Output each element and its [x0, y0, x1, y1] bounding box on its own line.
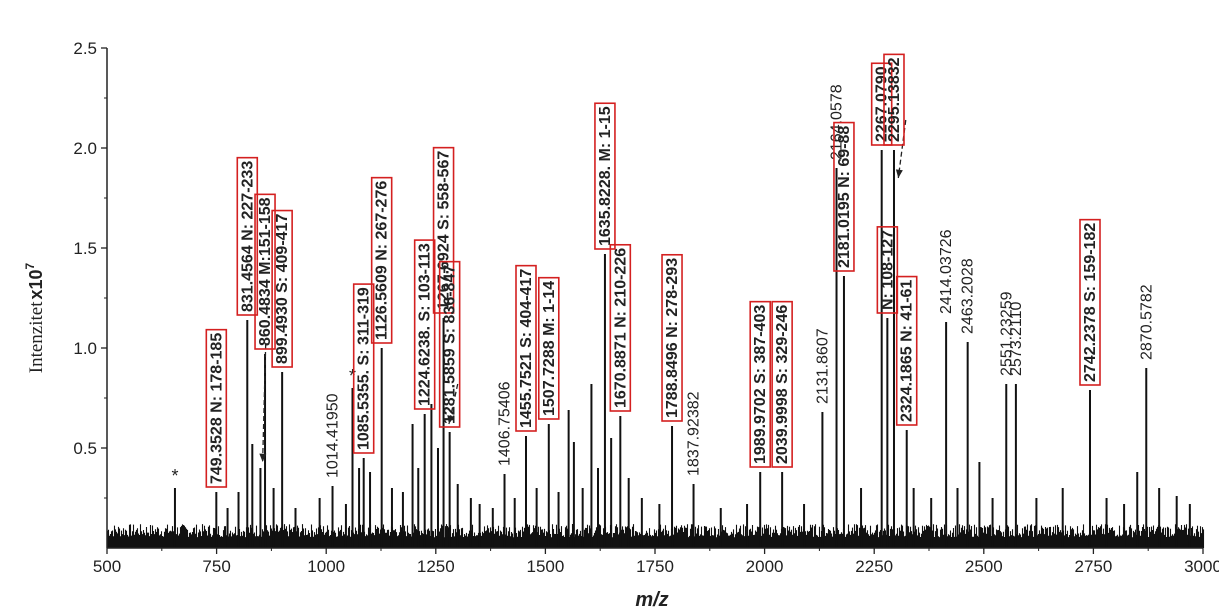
y-axis-label-text: Intenzitet: [26, 301, 47, 373]
peak-label-box: [205, 328, 228, 488]
peak-label: 899.4930 S: 409-417: [274, 214, 291, 364]
x-axis-label: m/z: [635, 589, 668, 611]
peak-label-box: [432, 146, 455, 314]
peak-label: 2131.8607: [814, 328, 831, 404]
spectrum-peaks: [173, 150, 1191, 548]
peak-label: 2267.0790: [874, 66, 891, 142]
peak-label: 2181.0195 N: 69-88: [836, 126, 853, 268]
y-axis-label-exponent: 7: [23, 262, 37, 269]
peak-label: 2870.5782: [1138, 284, 1155, 360]
x-tick-label: 2000: [746, 557, 784, 576]
y-tick-label: 2.5: [73, 39, 97, 58]
peak-label-box: [352, 283, 375, 454]
peak-label-box: [271, 209, 293, 368]
peak-label: 2573.2110: [1008, 301, 1025, 376]
peak-label: 2295.13832: [886, 57, 903, 142]
peak-label-box: [515, 264, 537, 432]
y-axis-label-multiplier: x10: [26, 269, 46, 299]
peak-label: 749.3528 N: 178-185: [208, 333, 225, 484]
peak-marker: *: [171, 466, 178, 486]
peak-label: 2039.9998 S: 329-246: [774, 305, 791, 464]
peak-label-box: [833, 121, 855, 272]
peak-label: 1635.8228. M: 1-15: [597, 106, 614, 246]
x-tick-label: 750: [202, 557, 230, 576]
x-tick-label: 500: [93, 557, 121, 576]
peak-label-box: [370, 176, 393, 344]
noise-baseline: [106, 524, 1205, 548]
x-tick-label: 1500: [526, 557, 564, 576]
peak-label: N: 108-127: [879, 230, 896, 310]
peak-label-box: [413, 239, 436, 410]
callout-arrow-head: [895, 169, 903, 178]
axes: 500 750 1000 1250 1500 1750 2000 2250 2500 2750 30…: [73, 39, 1219, 576]
peak-label: 1788.8496 N: 278-293: [664, 258, 681, 418]
y-tick-label: 1.5: [73, 239, 97, 258]
peak-label-box: [1079, 218, 1101, 386]
peak-label-box: [876, 226, 899, 314]
x-tick-label: 2250: [855, 557, 893, 576]
peak-label: 860.4834 M:151-158: [257, 197, 274, 346]
peak-label: 2551.23259: [998, 291, 1015, 376]
peak-label: 2742.2378 S: 159-182: [1082, 223, 1099, 382]
peak-label: 1989.9702 S: 387-403: [752, 305, 769, 464]
y-tick-label: 1.0: [73, 339, 97, 358]
peak-label-box: [870, 62, 893, 146]
y-tick-label: 2.0: [73, 139, 97, 158]
x-tick-label: 1750: [636, 557, 674, 576]
peak-label: 2324.1865 N: 41-61: [899, 280, 916, 422]
peak-label-box: [537, 276, 560, 420]
x-tick-label: 3000: [1184, 557, 1219, 576]
peak-label: 2463.2028: [960, 258, 977, 334]
peak-label: 1224.6238. S: 103-113: [417, 243, 434, 406]
x-tick-label: 1250: [417, 557, 455, 576]
peak-label-box: [594, 102, 616, 250]
x-tick-label: 2500: [965, 557, 1003, 576]
peak-label: 1837.92382: [686, 391, 703, 476]
x-tick-label: 2750: [1074, 557, 1112, 576]
peak-label-box: [883, 53, 905, 146]
noise-floor: [106, 524, 1205, 548]
callout-arrow-head: [447, 415, 455, 424]
peak-label: 1281.5859 S: 836-847: [442, 265, 459, 424]
peak-label: 1507.7288 M: 1-14: [541, 281, 558, 416]
callout-arrow-head: [259, 453, 267, 462]
peak-label: 1670.8871 N: 210-226: [612, 248, 629, 408]
peak-label-box: [438, 260, 461, 428]
peak-label-box: [661, 253, 683, 422]
peak-label-box: [254, 193, 276, 350]
peak-label-box: [236, 156, 259, 316]
peak-label-box: [771, 300, 793, 468]
x-tick-label: 1000: [307, 557, 345, 576]
y-axis-label: Intenzitetx107: [23, 262, 47, 373]
callout-arrow-line: [261, 343, 267, 463]
peak-label: 831.4564 N: 227-233: [239, 161, 256, 312]
peak-label: 1126.5609 N: 267-276: [374, 181, 391, 340]
y-tick-label: 0.5: [73, 439, 97, 458]
peak-label: 1014.41950: [325, 393, 342, 478]
peak-label-box: [895, 275, 918, 426]
peak-label: 1085.5355. S: 311-319: [356, 287, 373, 450]
peak-label-box: [609, 243, 632, 412]
peak-label: 1455.7521 S: 404-417: [518, 269, 535, 428]
peak-label: 1406.75406: [497, 381, 514, 466]
svg-text:Intenzitetx107: Intenzitetx107: [23, 262, 47, 373]
peak-marker: *: [349, 366, 356, 386]
peak-label: 2414.03726: [938, 229, 955, 314]
peak-label-box: [749, 300, 772, 468]
